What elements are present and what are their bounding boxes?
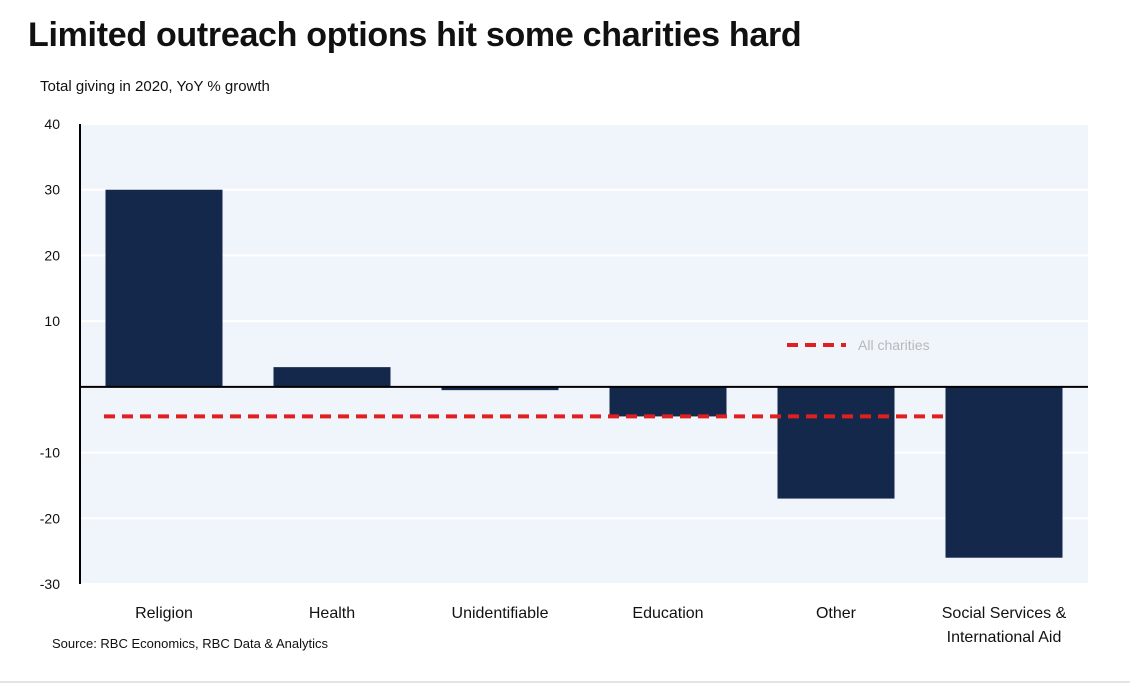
chart-subtitle: Total giving in 2020, YoY % growth (40, 78, 270, 95)
y-tick-label: -10 (40, 445, 60, 461)
y-tick-label: -30 (40, 576, 60, 592)
bar (609, 386, 727, 417)
y-tick-label: 20 (44, 247, 60, 263)
x-tick-label: Other (816, 605, 857, 622)
bottom-divider (0, 681, 1130, 683)
source-note: Source: RBC Economics, RBC Data & Analyt… (52, 636, 328, 651)
bar (273, 367, 391, 387)
plot-area (80, 124, 1088, 584)
bar (441, 386, 559, 391)
x-tick-labels: Religion Health Unidentifiable Education Oth… (135, 605, 1066, 646)
y-tick-label: 40 (44, 116, 60, 132)
x-tick-label: Health (309, 605, 355, 622)
x-tick-label: Education (632, 605, 703, 622)
axes (79, 124, 1088, 584)
x-tick-label: Religion (135, 605, 193, 622)
chart-title: Limited outreach options hit some charit… (28, 16, 802, 54)
y-tick-label: 10 (44, 313, 60, 329)
x-tick-label: International Aid (947, 629, 1062, 646)
bars (105, 189, 1063, 558)
y-tick-label: -20 (40, 510, 60, 526)
bar (105, 189, 223, 387)
y-tick-label: 30 (44, 182, 60, 198)
legend-label: All charities (858, 337, 930, 353)
x-tick-label: Unidentifiable (452, 605, 549, 622)
legend: All charities (787, 337, 930, 353)
bar (945, 386, 1063, 558)
bar (777, 386, 895, 499)
gridlines (80, 123, 1088, 585)
y-tick-labels: 40 30 20 10 -10 -20 -30 (40, 116, 60, 592)
x-tick-label: Social Services & (942, 605, 1067, 622)
